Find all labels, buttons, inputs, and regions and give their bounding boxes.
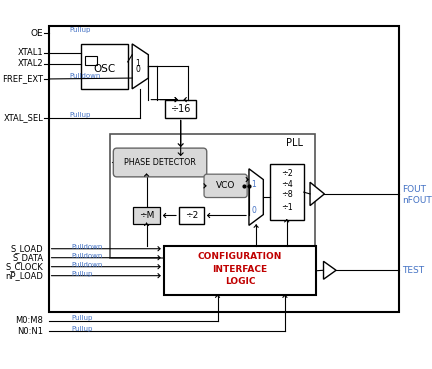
Bar xyxy=(179,207,204,224)
Bar xyxy=(49,26,399,311)
Text: Pulldown: Pulldown xyxy=(71,253,102,259)
Text: XTAL_SEL: XTAL_SEL xyxy=(3,113,43,122)
Bar xyxy=(270,164,304,220)
Bar xyxy=(110,134,314,258)
Text: Pullup: Pullup xyxy=(71,315,92,321)
Text: S_CLOCK: S_CLOCK xyxy=(6,262,43,271)
Text: M0:M8: M0:M8 xyxy=(16,316,43,325)
Text: ÷8: ÷8 xyxy=(281,190,292,199)
Text: 1: 1 xyxy=(251,180,256,189)
Text: nP_LOAD: nP_LOAD xyxy=(5,271,43,280)
Polygon shape xyxy=(310,182,324,206)
Text: Pullup: Pullup xyxy=(71,326,92,332)
Polygon shape xyxy=(324,261,336,279)
Polygon shape xyxy=(132,44,148,89)
Text: Pullup: Pullup xyxy=(69,27,91,34)
Bar xyxy=(81,44,128,89)
Text: FOUT: FOUT xyxy=(403,185,426,194)
Bar xyxy=(133,207,160,224)
Text: ÷16: ÷16 xyxy=(171,104,191,114)
Text: LOGIC: LOGIC xyxy=(225,277,255,286)
Text: N0:N1: N0:N1 xyxy=(17,327,43,336)
Text: 0: 0 xyxy=(135,65,140,73)
Bar xyxy=(164,246,316,296)
Text: XTAL2: XTAL2 xyxy=(18,59,43,68)
Polygon shape xyxy=(249,169,264,225)
FancyBboxPatch shape xyxy=(113,148,207,177)
Text: nFOUT: nFOUT xyxy=(403,196,432,205)
Text: ÷1: ÷1 xyxy=(281,203,292,212)
Bar xyxy=(86,56,97,65)
Text: Pullup: Pullup xyxy=(71,271,92,277)
Text: ÷2: ÷2 xyxy=(281,169,292,178)
Text: PLL: PLL xyxy=(286,138,303,148)
Text: TEST: TEST xyxy=(403,266,425,275)
Text: INTERFACE: INTERFACE xyxy=(213,265,267,274)
Text: ÷M: ÷M xyxy=(139,211,154,220)
FancyBboxPatch shape xyxy=(204,174,247,197)
Bar xyxy=(165,100,196,118)
Text: 1: 1 xyxy=(135,59,140,68)
Text: Pulldown: Pulldown xyxy=(71,244,102,250)
Text: PHASE DETECTOR: PHASE DETECTOR xyxy=(124,158,196,167)
Text: OSC: OSC xyxy=(93,64,115,74)
Text: 0: 0 xyxy=(251,207,256,215)
Text: ÷4: ÷4 xyxy=(281,180,292,189)
Text: S_LOAD: S_LOAD xyxy=(11,244,43,253)
Text: ÷2: ÷2 xyxy=(185,211,198,220)
Text: FREF_EXT: FREF_EXT xyxy=(2,75,43,83)
Text: XTAL1: XTAL1 xyxy=(18,48,43,58)
Text: Pulldown: Pulldown xyxy=(69,73,101,79)
Text: CONFIGURATION: CONFIGURATION xyxy=(198,252,282,261)
Text: OE: OE xyxy=(31,29,43,38)
Text: VCO: VCO xyxy=(216,181,235,190)
Text: S_DATA: S_DATA xyxy=(12,253,43,262)
Text: Pulldown: Pulldown xyxy=(71,262,102,268)
Text: Pullup: Pullup xyxy=(69,112,91,118)
